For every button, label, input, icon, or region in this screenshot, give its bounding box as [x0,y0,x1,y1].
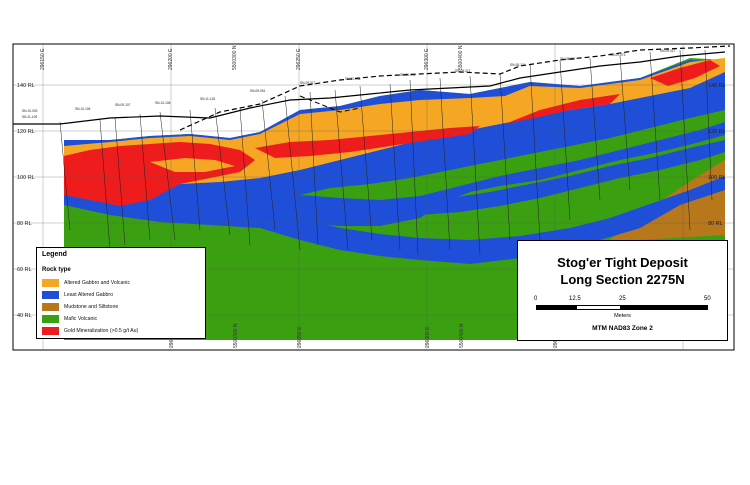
svg-text:SN-09-071: SN-09-071 [455,69,471,73]
legend-label: Least Altered Gabbro [64,292,114,298]
legend-item-altered-gabbro: Altered Gabbro and Volcanic [42,278,130,288]
top-easting-label: 296200 E [168,48,174,70]
rl-label: 140 RL [708,83,726,89]
section-title: Stog'er Tight Deposit [557,255,688,270]
bottom-easting-label: 5500300 N [233,323,239,348]
scale-mark: 25 [619,296,626,302]
svg-text:SN-08-110: SN-08-110 [510,63,525,67]
svg-text:SN-10-106: SN-10-106 [75,107,91,111]
rl-label: 80 RL [17,221,32,227]
rl-labels-left: 140 RL 120 RL 100 RL 80 RL 60 RL 40 RL [17,83,35,319]
legend-item-mafic-volcanic: Mafic Volcanic [42,314,97,324]
legend-swatch [42,279,59,287]
rl-label: 120 RL [17,129,35,135]
surface-dashed-line-1 [179,45,731,131]
legend-item-mudstone: Mudstone and Siltstone [42,302,118,312]
legend-label: Gold Mineralization (>0.5 g/t Au) [64,328,139,334]
bottom-easting-label: 296300 E [425,326,431,348]
bottom-easting-label: 5500400 N [459,323,465,348]
svg-text:SN-11-125: SN-11-125 [200,97,215,101]
altered-lens-1 [150,158,235,172]
legend-label: Mudstone and Siltstone [64,304,119,310]
top-easting-label: 5500400 N [458,45,464,70]
top-easting-label: 296300 E [424,48,430,70]
svg-text:SN-09-107: SN-09-107 [115,103,131,107]
scale-mark: 0 [534,296,538,302]
rl-label: 80 RL [708,221,723,227]
gold-zone-east-2 [650,60,720,86]
rl-label: 60 RL [17,267,32,273]
svg-text:SN-10-106: SN-10-106 [155,101,171,105]
projection-label: MTM NAD83 Zone 2 [592,325,653,332]
rl-label: 100 RL [17,175,35,181]
svg-text:SN-09-051: SN-09-051 [250,89,266,93]
legend-item-least-altered-gabbro: Least Altered Gabbro [42,290,113,300]
surface-dashed-line-2 [299,95,361,113]
scale-mark: 50 [704,296,711,302]
rl-label: 100 RL [708,175,726,181]
topography-line [13,51,726,125]
legend-swatch [42,303,59,311]
svg-text:SN-09-002: SN-09-002 [400,73,416,77]
drill-holes [59,49,713,256]
scale-units: Meters [614,313,631,319]
legend-swatch [42,315,59,323]
rl-label: 40 RL [17,313,32,319]
scale-bar-segment [536,305,576,310]
legend-label: Mafic Volcanic [64,316,98,322]
svg-text:SN-10-038: SN-10-038 [345,77,361,81]
svg-text:SN-09-073: SN-09-073 [610,53,626,57]
rl-label: 140 RL [17,83,35,89]
svg-text:SN-10-003: SN-10-003 [22,109,38,113]
gold-zone-west [64,142,255,206]
legend-item-gold-mineralization: Gold Mineralization (>0.5 g/t Au) [42,326,138,336]
bottom-easting-label: 296250 E [297,326,303,348]
rl-label: 120 RL [708,129,726,135]
section-subtitle: Long Section 2275N [560,272,685,287]
gold-zone-central [255,126,480,158]
title-block: Stog'er Tight Deposit Long Section 2275N… [517,240,728,341]
least-altered-gabbro-middle [400,140,725,215]
svg-text:SN-08-118: SN-08-118 [560,57,575,61]
drillhole-labels: SN-10-003 SN-11-109 SN-10-106 SN-09-107 … [22,49,676,119]
scale-bar-segment [621,305,708,310]
scale-bar-segment [576,305,621,310]
svg-text:SN-09-017: SN-09-017 [660,49,676,53]
rl-labels-right: 140 RL 120 RL 100 RL 80 RL [708,83,726,227]
legend-subtitle: Rock type [42,267,71,273]
legend-swatch [42,291,59,299]
legend-title: Legend [42,251,67,258]
legend-label: Altered Gabbro and Volcanic [64,280,131,286]
scale-mark: 12.5 [569,296,581,302]
legend: Legend Rock type Altered Gabbro and Volc… [36,247,206,339]
top-easting-label: 296250 E [296,48,302,70]
svg-text:SN-09-017: SN-09-017 [300,81,316,85]
svg-text:SN-11-109: SN-11-109 [22,115,37,119]
gold-zone-east-1 [505,94,620,124]
mafic-volcanic-lens [300,110,725,200]
top-easting-label: 296150 E [40,48,46,70]
top-easting-label: 5500300 N [232,45,238,70]
top-easting-labels: 296150 E 296200 E 5500300 N 296250 E 550… [40,45,464,70]
surface-lines [13,45,731,131]
legend-swatch [42,327,59,335]
